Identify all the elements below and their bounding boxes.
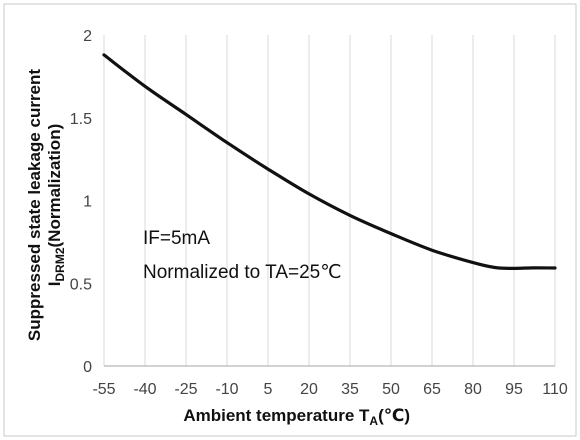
data-point bbox=[226, 142, 228, 144]
x-axis-title-unit: (℃) bbox=[378, 406, 410, 425]
series-line bbox=[102, 53, 557, 270]
y-axis-title-line2-sub: DRM2 bbox=[53, 247, 67, 281]
data-point bbox=[494, 267, 496, 269]
x-tick-label: -10 bbox=[215, 381, 238, 398]
x-tick-label: -55 bbox=[92, 381, 115, 398]
x-axis-title-sub: A bbox=[369, 414, 378, 428]
data-point bbox=[532, 267, 534, 269]
data-point bbox=[349, 215, 351, 217]
data-point bbox=[185, 114, 187, 116]
chart-frame bbox=[3, 3, 577, 437]
x-tick-labels: -55 -40 -25 -10 5 20 35 50 65 80 95 110 bbox=[92, 381, 567, 398]
x-tick-label: 50 bbox=[382, 381, 400, 398]
gridlines bbox=[103, 35, 556, 366]
y-tick-label: 0 bbox=[83, 359, 92, 376]
x-tick-label: -25 bbox=[174, 381, 197, 398]
y-axis-title: Suppressed state leakage current IDRM2(N… bbox=[25, 69, 67, 341]
annotation-condition: IF=5mA bbox=[143, 228, 210, 249]
data-point bbox=[554, 267, 556, 269]
x-axis-title-main: Ambient temperature T bbox=[183, 406, 370, 425]
y-tick-label: 1 bbox=[83, 194, 92, 211]
y-axis-title-line2: IDRM2(Normalization) bbox=[45, 124, 67, 286]
data-point bbox=[267, 168, 269, 170]
data-point bbox=[103, 54, 105, 56]
x-tick-label: 80 bbox=[464, 381, 482, 398]
y-tick-label: 2 bbox=[83, 28, 92, 45]
x-tick-label: 95 bbox=[505, 381, 523, 398]
y-axis-title-line2-main: I bbox=[45, 282, 64, 287]
x-tick-label: 20 bbox=[300, 381, 318, 398]
x-tick-label: 65 bbox=[423, 381, 441, 398]
data-point bbox=[431, 249, 433, 251]
x-tick-label: -40 bbox=[133, 381, 156, 398]
data-point bbox=[472, 262, 474, 264]
x-tick-label: 35 bbox=[341, 381, 359, 398]
x-tick-label: 5 bbox=[264, 381, 273, 398]
data-point bbox=[144, 86, 146, 88]
data-point bbox=[308, 193, 310, 195]
y-axis-title-line2-tail: (Normalization) bbox=[45, 124, 64, 248]
data-point bbox=[390, 233, 392, 235]
x-axis-title: Ambient temperature TA(℃) bbox=[183, 406, 410, 428]
y-tick-labels: 0 0.5 1 1.5 2 bbox=[70, 28, 92, 376]
y-axis-title-line1: Suppressed state leakage current bbox=[25, 69, 44, 341]
x-tick-label: 110 bbox=[542, 381, 568, 398]
annotation-normalization: Normalized to TA=25℃ bbox=[143, 262, 342, 283]
series-layer bbox=[102, 53, 557, 270]
y-tick-label: 0.5 bbox=[70, 276, 92, 293]
y-tick-label: 1.5 bbox=[70, 111, 92, 128]
data-point bbox=[513, 268, 515, 270]
